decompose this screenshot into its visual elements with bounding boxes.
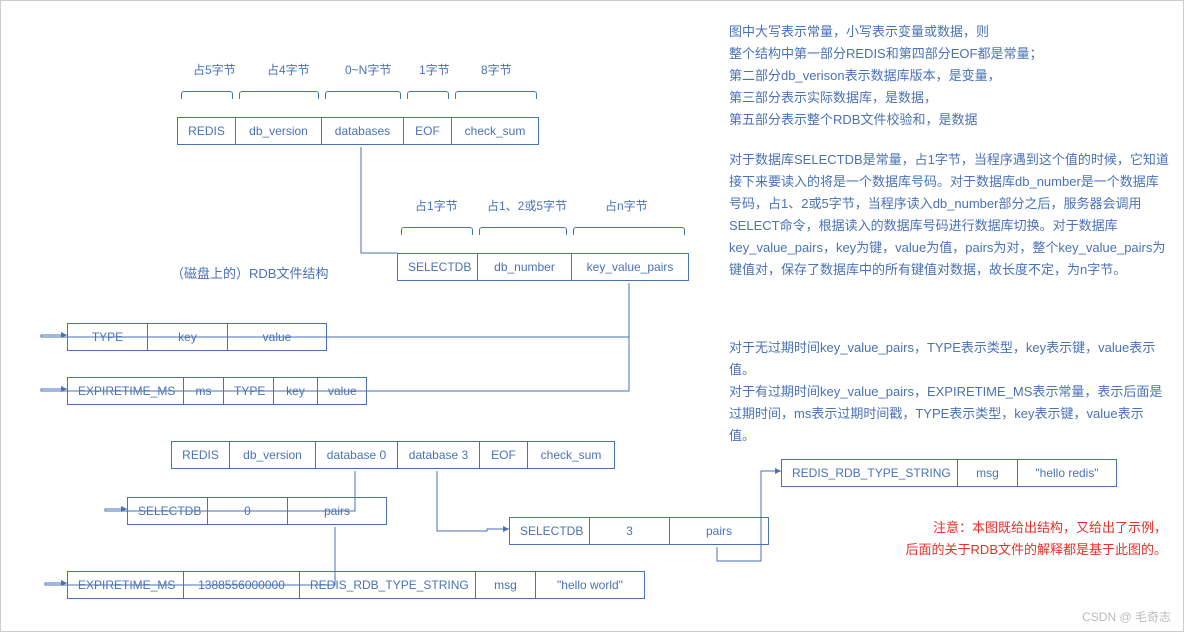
cell-dbnumber: db_number [477,253,571,281]
cell-db3: database 3 [397,441,479,469]
cell-helloredis: "hello redis" [1017,459,1117,487]
row-selectdb-3: SELECTDB 3 pairs [509,517,769,545]
cell-pairs3: pairs [669,517,769,545]
cell-dbversion: db_version [235,117,321,145]
cell-databases: databases [321,117,403,145]
cell-eof: EOF [403,117,451,145]
cell-three: 3 [589,517,669,545]
cell-dbver-ex: db_version [229,441,315,469]
brace-4 [407,91,449,99]
row-hello-world: EXPIRETIME_MS 1388556000000 REDIS_RDB_TY… [67,571,645,599]
desc-p5: 第五部分表示整个RDB文件校验和，是数据 [729,109,1169,131]
desc-block-1: 图中大写表示常量，小写表示变量或数据，则 整个结构中第一部分REDIS和第四部分… [729,21,1169,131]
desc-p8: 对于有过期时间key_value_pairs，EXPIRETIME_MS表示常量… [729,381,1169,447]
cell-type: TYPE [67,323,147,351]
cell-redis: REDIS [177,117,235,145]
brace-1 [181,91,233,99]
label-4bytes: 占4字节 [267,61,310,78]
cell-kvpairs: key_value_pairs [571,253,689,281]
cell-expms-ex: EXPIRETIME_MS [67,571,183,599]
cell-redis-ex: REDIS [171,441,229,469]
cell-selectdb: SELECTDB [397,253,477,281]
desc-block-2: 对于数据库SELECTDB是常量，占1字节，当程序遇到这个值的时候，它知道接下来… [729,149,1169,282]
note-l2: 后面的关于RDB文件的解释都是基于此图的。 [877,539,1167,561]
cell-typestr2: REDIS_RDB_TYPE_STRING [781,459,957,487]
desc-p4: 第三部分表示实际数据库，是数据， [729,87,1169,109]
cell-key: key [147,323,227,351]
label-nbyte-b: 占n字节 [605,197,648,214]
row-database: SELECTDB db_number key_value_pairs [397,253,689,281]
cell-ms: ms [183,377,223,405]
cell-helloworld: "hello world" [535,571,645,599]
cell-eof-ex: EOF [479,441,527,469]
brace-2 [239,91,319,99]
label-title: （磁盘上的）RDB文件结构 [171,263,328,282]
desc-p2: 整个结构中第一部分REDIS和第四部分EOF都是常量； [729,43,1169,65]
desc-p7: 对于无过期时间key_value_pairs，TYPE表示类型，key表示键，v… [729,337,1169,381]
note-l1: 注意：本图既给出结构，又给出了示例， [877,517,1167,539]
label-5bytes: 占5字节 [193,61,236,78]
cell-db0: database 0 [315,441,397,469]
label-8bytes: 8字节 [481,61,512,78]
label-1byte: 1字节 [419,61,450,78]
cell-pairs0: pairs [287,497,387,525]
cell-msg: msg [475,571,535,599]
cell-ts: 1388556000000 [183,571,299,599]
cell-typestr: REDIS_RDB_TYPE_STRING [299,571,475,599]
brace-8 [573,227,685,235]
label-125byte: 占1、2或5字节 [487,197,567,214]
cell-value2: value [317,377,367,405]
note-block: 注意：本图既给出结构，又给出了示例， 后面的关于RDB文件的解释都是基于此图的。 [877,517,1167,561]
brace-7 [479,227,567,235]
cell-checksum: check_sum [451,117,539,145]
cell-seldb3: SELECTDB [509,517,589,545]
cell-key2: key [273,377,317,405]
cell-cksum-ex: check_sum [527,441,615,469]
row-selectdb-0: SELECTDB 0 pairs [127,497,387,525]
row-example-header: REDIS db_version database 0 database 3 E… [171,441,615,469]
cell-value: value [227,323,327,351]
desc-block-3: 对于无过期时间key_value_pairs，TYPE表示类型，key表示键，v… [729,337,1169,447]
cell-type2: TYPE [223,377,273,405]
cell-zero: 0 [207,497,287,525]
cell-seldb0: SELECTDB [127,497,207,525]
row-hello-redis: REDIS_RDB_TYPE_STRING msg "hello redis" [781,459,1117,487]
desc-p3: 第二部分db_verison表示数据库版本，是变量， [729,65,1169,87]
label-nbytes: 0~N字节 [345,61,391,78]
brace-6 [401,227,473,235]
label-1byte-b: 占1字节 [415,197,458,214]
cell-expms: EXPIRETIME_MS [67,377,183,405]
desc-p1: 图中大写表示常量，小写表示变量或数据，则 [729,21,1169,43]
brace-5 [455,91,537,99]
watermark: CSDN @ 毛奇志 [1082,608,1171,625]
row-expiretime: EXPIRETIME_MS ms TYPE key value [67,377,367,405]
row-type-key-value: TYPE key value [67,323,327,351]
brace-3 [325,91,401,99]
row-rdb-header: REDIS db_version databases EOF check_sum [177,117,539,145]
cell-msg2: msg [957,459,1017,487]
